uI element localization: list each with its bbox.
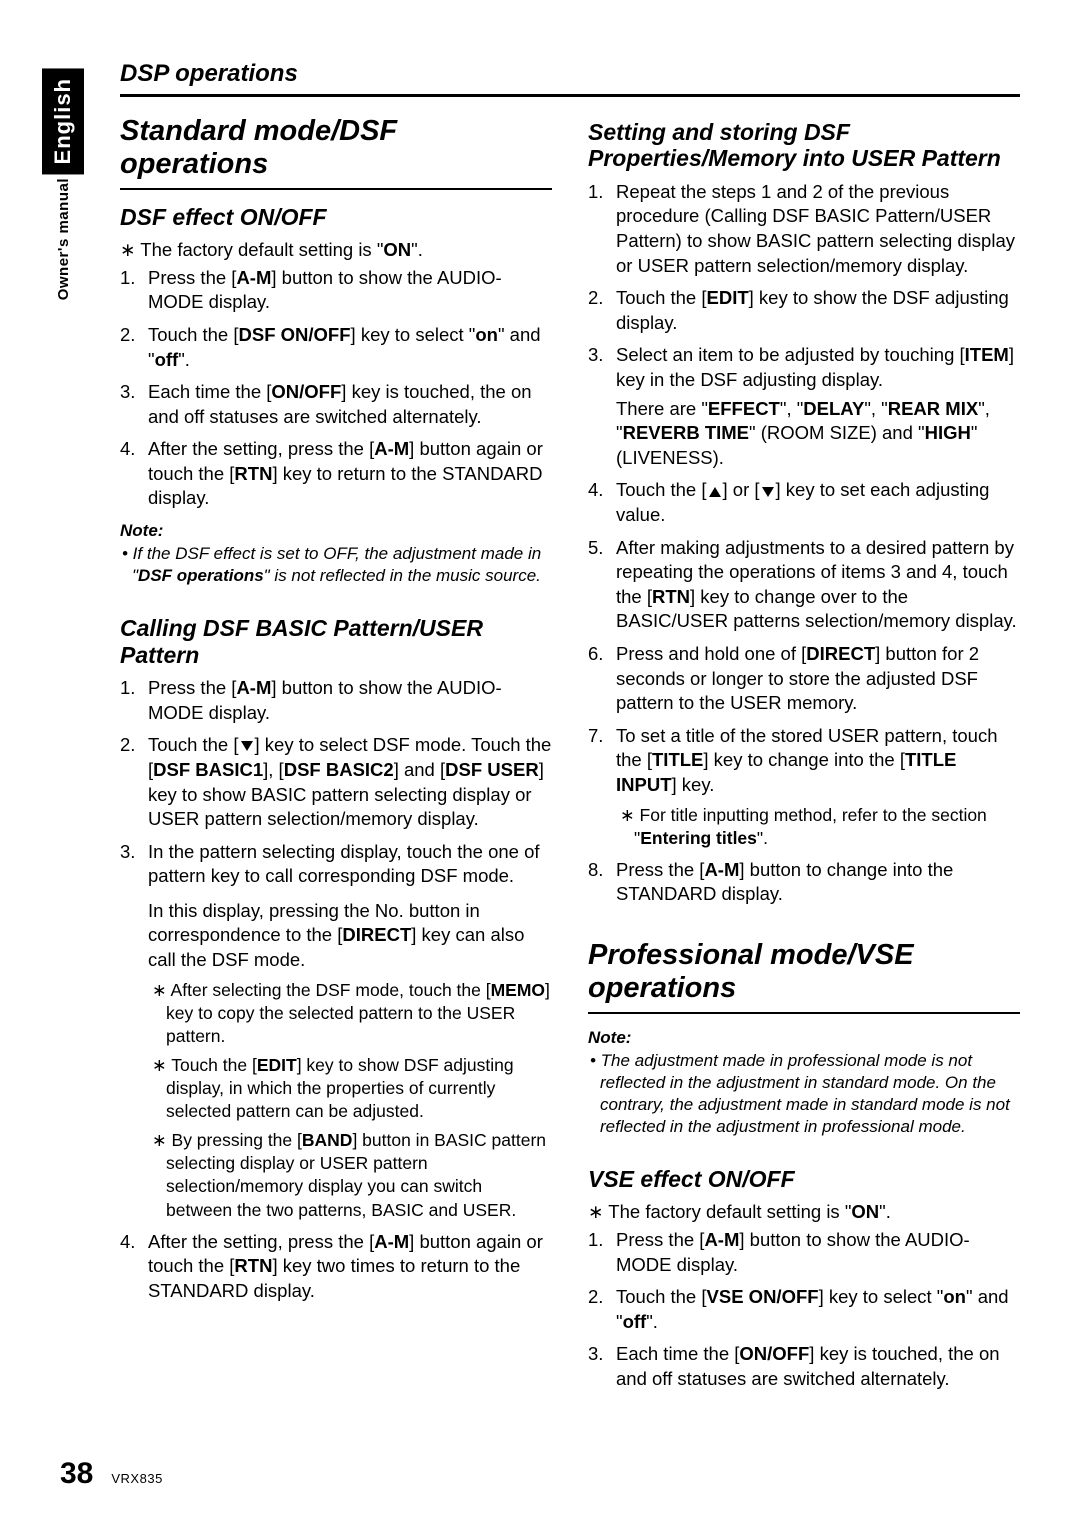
factory-note: ∗ The factory default setting is "ON". bbox=[120, 238, 552, 263]
procedure-list: Press the [A-M] button to show the AUDIO… bbox=[120, 266, 552, 511]
list-item: Each time the [ON/OFF] key is touched, t… bbox=[120, 380, 552, 429]
page-number: 38 bbox=[60, 1457, 93, 1491]
list-item: Each time the [ON/OFF] key is touched, t… bbox=[588, 1342, 1020, 1391]
list-item: To set a title of the stored USER patter… bbox=[588, 724, 1020, 850]
sub-asterisk: ∗ After selecting the DSF mode, touch th… bbox=[148, 979, 552, 1048]
factory-note: ∗ The factory default setting is "ON". bbox=[588, 1200, 1020, 1225]
sub-asterisk: ∗ For title inputting method, refer to t… bbox=[616, 804, 1020, 850]
list-item: Touch the [] key to select DSF mode. Tou… bbox=[120, 733, 552, 831]
up-triangle-icon bbox=[707, 485, 723, 499]
model-label: VRX835 bbox=[111, 1471, 162, 1486]
list-item: After making adjustments to a desired pa… bbox=[588, 536, 1020, 634]
list-item: After the setting, press the [A-M] butto… bbox=[120, 1230, 552, 1304]
left-column: Standard mode/DSF operations DSF effect … bbox=[120, 115, 552, 1400]
subsection-title: DSF effect ON/OFF bbox=[120, 204, 552, 230]
subsection-title: Calling DSF BASIC Pattern/USER Pattern bbox=[120, 615, 552, 668]
note-body: • If the DSF effect is set to OFF, the a… bbox=[120, 543, 552, 587]
sub-asterisk: ∗ By pressing the [BAND] button in BASIC… bbox=[148, 1129, 552, 1221]
content-columns: Standard mode/DSF operations DSF effect … bbox=[120, 115, 1020, 1400]
procedure-list: Press the [A-M] button to show the AUDIO… bbox=[588, 1228, 1020, 1392]
procedure-list: Press the [A-M] button to show the AUDIO… bbox=[120, 676, 552, 1303]
page-header: DSP operations bbox=[120, 60, 1020, 97]
subsection-title: Setting and storing DSF Properties/Memor… bbox=[588, 119, 1020, 172]
list-item: Press and hold one of [DIRECT] button fo… bbox=[588, 642, 1020, 716]
section-title: Standard mode/DSF operations bbox=[120, 115, 552, 190]
list-item: In the pattern selecting display, touch … bbox=[120, 840, 552, 1222]
page-footer: 38 VRX835 bbox=[60, 1457, 163, 1491]
procedure-list: Repeat the steps 1 and 2 of the previous… bbox=[588, 180, 1020, 907]
down-triangle-icon bbox=[760, 485, 776, 499]
subsection-title: VSE effect ON/OFF bbox=[588, 1166, 1020, 1192]
list-item: Touch the [VSE ON/OFF] key to select "on… bbox=[588, 1285, 1020, 1334]
section-title: Professional mode/VSE operations bbox=[588, 939, 1020, 1014]
tab-language: English bbox=[42, 68, 84, 174]
list-item: Touch the [DSF ON/OFF] key to select "on… bbox=[120, 323, 552, 372]
list-item-para: In this display, pressing the No. button… bbox=[148, 899, 552, 973]
side-tab: English Owner's manual bbox=[40, 68, 86, 311]
list-item-para: There are "EFFECT", "DELAY", "REAR MIX",… bbox=[616, 397, 1020, 471]
list-item: Press the [A-M] button to show the AUDIO… bbox=[120, 676, 552, 725]
list-item: Press the [A-M] button to show the AUDIO… bbox=[588, 1228, 1020, 1277]
list-item: Touch the [] or [] key to set each adjus… bbox=[588, 478, 1020, 527]
list-item: Press the [A-M] button to show the AUDIO… bbox=[120, 266, 552, 315]
list-item: Repeat the steps 1 and 2 of the previous… bbox=[588, 180, 1020, 278]
list-item: Select an item to be adjusted by touchin… bbox=[588, 343, 1020, 470]
list-item: After the setting, press the [A-M] butto… bbox=[120, 437, 552, 511]
list-item: Touch the [EDIT] key to show the DSF adj… bbox=[588, 286, 1020, 335]
right-column: Setting and storing DSF Properties/Memor… bbox=[588, 115, 1020, 1400]
note-label: Note: bbox=[120, 521, 552, 541]
tab-manual-label: Owner's manual bbox=[55, 174, 72, 310]
page: English Owner's manual DSP operations St… bbox=[0, 0, 1080, 1529]
note-label: Note: bbox=[588, 1028, 1020, 1048]
down-triangle-icon bbox=[239, 739, 255, 753]
list-item: Press the [A-M] button to change into th… bbox=[588, 858, 1020, 907]
sub-asterisk: ∗ Touch the [EDIT] key to show DSF adjus… bbox=[148, 1054, 552, 1123]
note-body: • The adjustment made in professional mo… bbox=[588, 1050, 1020, 1138]
